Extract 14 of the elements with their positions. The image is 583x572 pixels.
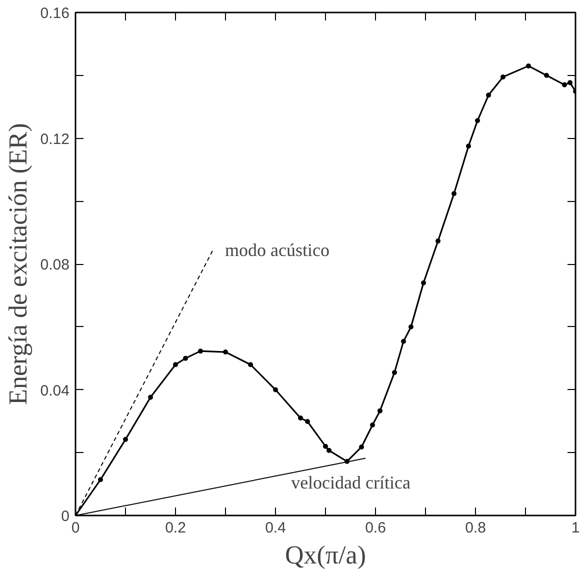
y-tick-label: 0.12: [40, 130, 70, 148]
y-tick-label: 0.04: [40, 382, 70, 400]
y-tick-label: 0.08: [40, 256, 70, 274]
x-tick-label: 0.8: [465, 520, 486, 536]
series-label: modo acústico: [225, 240, 330, 260]
x-axis-title: Qx(π/a): [285, 540, 366, 570]
y-tick-label: 0: [61, 508, 70, 525]
y-axis-title: Energía de excitación (ER): [3, 123, 32, 405]
series-label: velocidad crítica: [291, 472, 411, 492]
y-tick-label: 0.16: [40, 5, 70, 22]
x-tick-label: 1: [571, 520, 580, 536]
x-tick-label: 0.6: [365, 520, 386, 536]
x-tick-label: 0.2: [165, 520, 186, 536]
x-tick-label: 0.4: [265, 520, 286, 536]
